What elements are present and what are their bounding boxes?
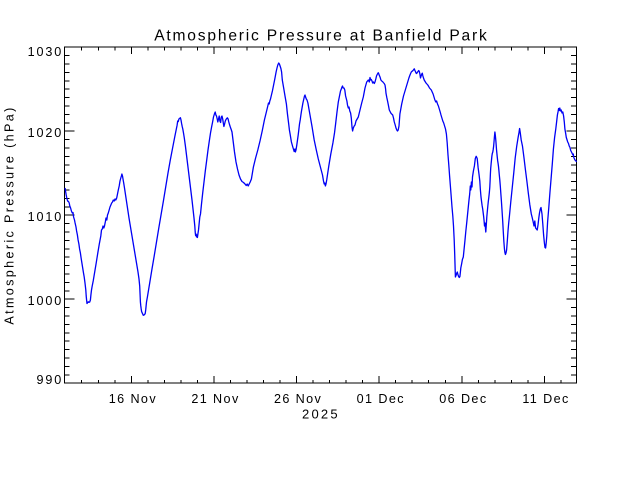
svg-text:1000: 1000 [28, 294, 64, 308]
svg-text:06 Dec: 06 Dec [439, 392, 487, 406]
svg-text:16 Nov: 16 Nov [109, 392, 157, 406]
svg-text:01 Dec: 01 Dec [357, 392, 405, 406]
svg-text:11 Dec: 11 Dec [522, 392, 569, 406]
svg-text:990: 990 [36, 373, 63, 387]
svg-text:Atmospheric Pressure at Banfie: Atmospheric Pressure at Banfield Park [154, 27, 488, 44]
svg-text:1030: 1030 [28, 45, 64, 59]
svg-text:1020: 1020 [28, 126, 64, 140]
svg-text:21 Nov: 21 Nov [191, 392, 239, 406]
svg-text:1010: 1010 [28, 210, 64, 224]
svg-text:2025: 2025 [302, 407, 340, 422]
svg-text:26 Nov: 26 Nov [274, 392, 322, 406]
svg-text:Atmospheric Pressure (hPa): Atmospheric Pressure (hPa) [3, 105, 17, 324]
